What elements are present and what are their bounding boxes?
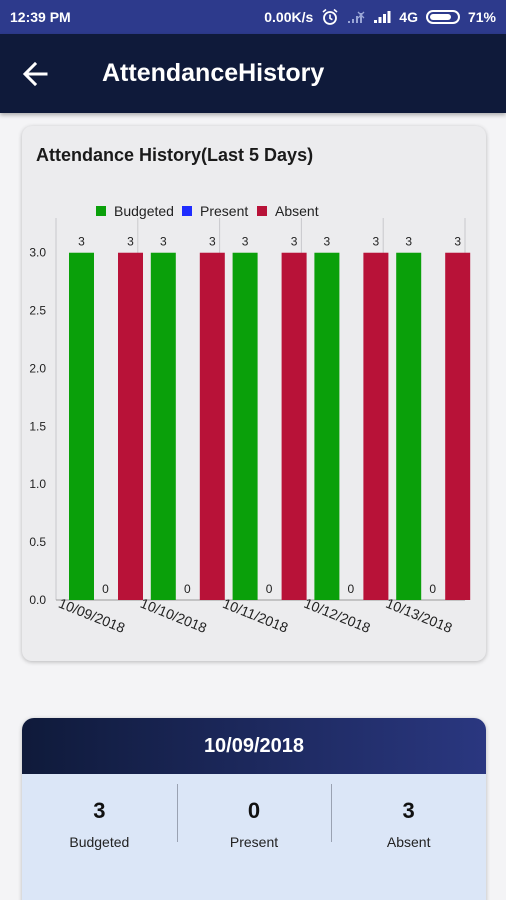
status-time: 12:39 PM (10, 9, 71, 25)
attendance-bar-chart: 0.0 0.5 1.0 1.5 2.0 2.5 3.0 3 0 3 10/09/2018 3 0 3 10/… (29, 203, 471, 636)
signal-icon-sim1 (347, 10, 365, 24)
attendance-chart-card: Attendance History(Last 5 Days) 0.0 0.5 1.… (22, 126, 486, 661)
arrow-left-icon (22, 61, 48, 86)
bar-absent (281, 252, 307, 600)
data-label: 3 (291, 235, 298, 249)
data-label: 0 (102, 582, 109, 596)
legend-label-budgeted: Budgeted (114, 203, 174, 219)
signal-icon-sim2 (373, 10, 391, 24)
stat-absent-value: 3 (402, 798, 415, 823)
y-tick-label: 2.5 (29, 304, 46, 318)
summary-stats: 3 Budgeted 0 Present 3 Absent (22, 774, 486, 874)
data-label: 0 (184, 582, 191, 596)
data-label: 3 (454, 235, 461, 249)
stat-budgeted-value: 3 (93, 798, 106, 823)
stat-absent-label: Absent (386, 834, 431, 850)
network-speed: 0.00K/s (264, 9, 314, 25)
y-tick-label: 1.0 (29, 477, 46, 491)
battery-icon (425, 10, 460, 24)
x-tick-label: 10/09/2018 (56, 595, 127, 636)
data-label: 3 (373, 235, 380, 249)
y-tick-label: 0.5 (29, 535, 46, 549)
data-label: 0 (348, 582, 355, 596)
status-bar: 12:39 PM 0.00K/s 4G 71% (0, 0, 506, 34)
data-label: 3 (127, 235, 134, 249)
stat-present-value: 0 (247, 798, 261, 823)
data-label: 3 (160, 235, 167, 249)
legend-swatch-budgeted (96, 206, 106, 216)
bar-budgeted (69, 252, 94, 600)
x-tick-label: 10/13/2018 (384, 595, 455, 636)
data-label: 3 (324, 235, 331, 249)
data-label: 3 (78, 235, 85, 249)
back-button[interactable] (0, 34, 70, 113)
bar-budgeted (150, 252, 176, 600)
stat-absent: 3 Absent (331, 784, 486, 850)
legend-swatch-present (182, 206, 192, 216)
bar-budgeted (232, 252, 258, 600)
x-tick-label: 10/10/2018 (138, 595, 209, 636)
x-tick-label: 10/11/2018 (220, 595, 290, 636)
bar-absent (363, 252, 389, 600)
y-tick-label: 3.0 (29, 246, 46, 260)
chart-title: Attendance History(Last 5 Days) (36, 145, 314, 165)
app-bar: AttendanceHistory (0, 34, 506, 113)
battery-level: 71% (467, 9, 496, 25)
x-tick-label: 10/12/2018 (302, 595, 373, 636)
network-type: 4G (399, 9, 418, 25)
stat-budgeted: 3 Budgeted (22, 798, 177, 850)
summary-date: 10/09/2018 (22, 718, 486, 774)
y-tick-label: 0.0 (29, 593, 46, 607)
y-tick-label: 1.5 (29, 419, 46, 433)
data-label: 3 (209, 235, 216, 249)
y-tick-label: 2.0 (29, 361, 46, 375)
bar-absent (445, 252, 471, 600)
daily-summary-card[interactable]: 10/09/2018 3 Budgeted 0 Present 3 Absent (22, 718, 486, 900)
alarm-icon (321, 8, 339, 26)
legend-label-present: Present (200, 203, 248, 219)
legend-label-absent: Absent (275, 203, 319, 219)
stat-present: 0 Present (176, 784, 332, 850)
stat-budgeted-label: Budgeted (69, 834, 130, 850)
bar-budgeted (396, 252, 422, 600)
data-label: 0 (429, 582, 436, 596)
data-label: 3 (405, 235, 412, 249)
data-label: 0 (266, 582, 273, 596)
bar-absent (199, 252, 225, 600)
data-label: 3 (242, 235, 249, 249)
bar-absent (118, 252, 143, 600)
legend-swatch-absent (257, 206, 267, 216)
page-title: AttendanceHistory (102, 59, 325, 87)
bar-budgeted (314, 252, 340, 600)
stat-present-label: Present (229, 834, 279, 850)
